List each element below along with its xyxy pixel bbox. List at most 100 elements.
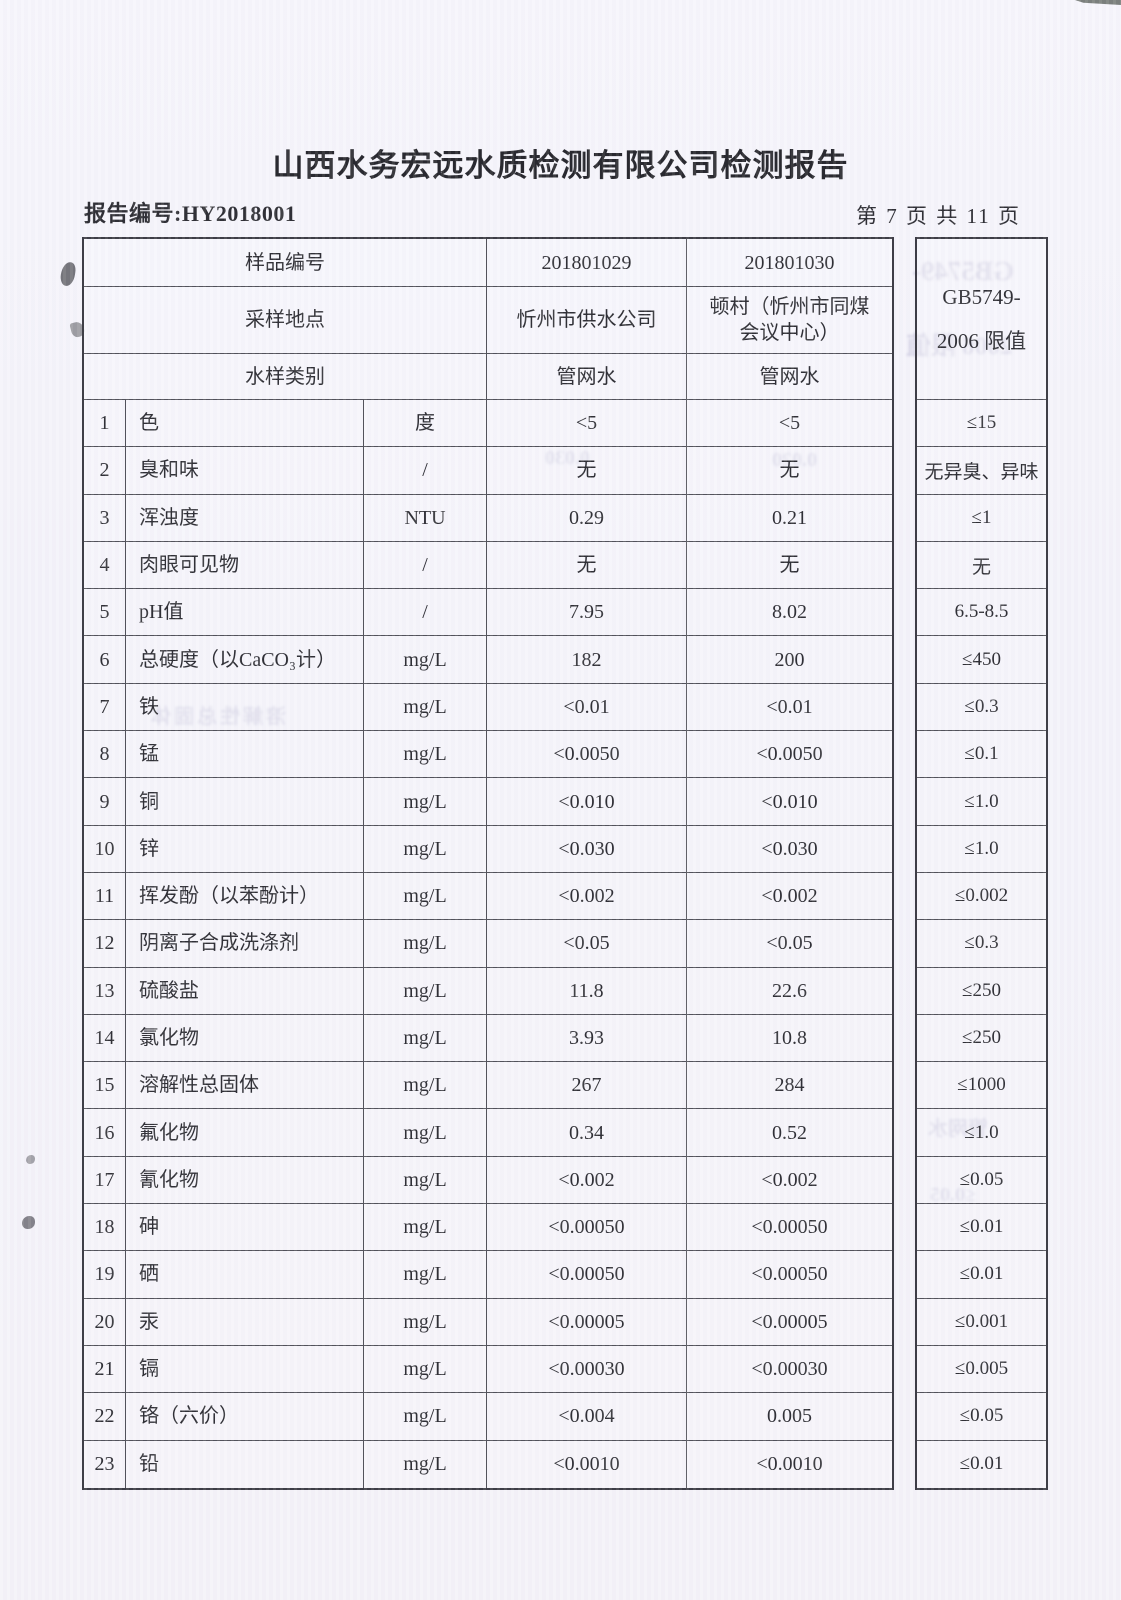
sample1-value: 无: [487, 541, 687, 590]
unit: 度: [364, 400, 487, 448]
row-number: 23: [84, 1440, 126, 1488]
sample2-value: 0.005: [687, 1393, 892, 1441]
sample1-value: <0.01: [487, 683, 687, 732]
sample2-value: <0.002: [687, 1157, 892, 1205]
sample1-value: 0.34: [487, 1109, 687, 1157]
unit: /: [364, 541, 487, 590]
sample1-value: 7.95: [487, 589, 687, 637]
report-title: 山西水务宏远水质检测有限公司检测报告: [272, 148, 849, 183]
row-number: 3: [84, 494, 126, 542]
sample1-value: 3.93: [487, 1014, 687, 1063]
parameter-name: 硒: [126, 1251, 364, 1299]
limit-value: ≤1000: [917, 1062, 1046, 1110]
unit: mg/L: [364, 920, 487, 968]
unit: mg/L: [364, 967, 487, 1015]
results-table-main: 样品编号 201801029 201801030 采样地点 忻州市供水公司 顿村…: [82, 237, 894, 1490]
sample2-value: <0.002: [687, 873, 892, 921]
sample2-value: <0.0010: [756, 1453, 823, 1476]
sample1-value: <0.00050: [487, 1204, 687, 1252]
row-number: 19: [84, 1251, 126, 1299]
limit-value: ≤450: [917, 636, 1046, 684]
unit: /: [364, 589, 487, 637]
sample1-value: <0.002: [487, 872, 687, 921]
sample1-value: <0.010: [487, 778, 687, 826]
sample2-value: 0.21: [687, 495, 892, 542]
sample2-value: 200: [687, 636, 892, 684]
unit: mg/L: [364, 1109, 487, 1157]
header-sample-id-label: 样品编号: [84, 239, 487, 287]
header-sample-id-2: 201801030: [687, 239, 892, 287]
parameter-name: 铬（六价）: [126, 1393, 364, 1441]
sample2-value: <0.00050: [687, 1251, 892, 1299]
unit: /: [364, 447, 487, 495]
header-type-label: 水样类别: [84, 354, 487, 400]
limit-value: ≤0.1: [917, 731, 1046, 779]
unit: mg/L: [364, 1251, 487, 1299]
sample2-value: 22.6: [687, 968, 892, 1015]
limit-column-header: GB5749- 2006 限值: [917, 239, 1046, 400]
limit-value: ≤250: [917, 1015, 1046, 1063]
limit-value: ≤0.05: [917, 1157, 1046, 1205]
sample2-value: 8.02: [687, 589, 892, 637]
row-number: 10: [84, 825, 126, 873]
limit-value: ≤0.3: [917, 920, 1046, 968]
row-number: 11: [84, 872, 126, 921]
header-location-label: 采样地点: [84, 287, 487, 354]
parameter-name: 锌: [126, 825, 364, 873]
parameter-name: 溶解性总固体: [126, 1062, 364, 1110]
header-type-2: 管网水: [687, 354, 892, 400]
sample2-value: <0.0050: [687, 731, 892, 779]
limit-value: ≤0.01: [917, 1204, 1046, 1252]
sample2-value: 无: [687, 542, 892, 590]
sample1-value: <0.00050: [487, 1251, 687, 1299]
unit: mg/L: [364, 731, 487, 779]
parameter-name: 氰化物: [126, 1156, 364, 1205]
row-number: 17: [84, 1156, 126, 1205]
limit-value: ≤1: [917, 495, 1046, 542]
parameter-name: 肉眼可见物: [126, 541, 364, 590]
limit-value: ≤0.05: [917, 1393, 1046, 1441]
limit-value: ≤0.005: [917, 1346, 1046, 1394]
parameter-name: 砷: [126, 1204, 364, 1252]
row-number: 9: [84, 778, 126, 826]
row-number: 18: [84, 1204, 126, 1252]
sample2-value: <0.01: [687, 684, 892, 732]
report-number: 报告编号:HY2018001: [84, 201, 297, 226]
unit: mg/L: [364, 1204, 487, 1252]
sample2-value: 0.52: [687, 1109, 892, 1157]
sample1-value: <5: [487, 400, 687, 448]
row-number: 4: [84, 541, 126, 590]
scanner-edge-artifact: [1075, 0, 1121, 5]
parameter-name: pH值: [126, 589, 364, 637]
limit-value: ≤1.0: [917, 826, 1046, 873]
row-number: 16: [84, 1109, 126, 1157]
sample1-value: <0.0050: [487, 731, 687, 779]
limit-value: ≤1.0: [917, 1109, 1046, 1157]
sample2-value: <0.00050: [687, 1204, 892, 1252]
limit-value: 6.5-8.5: [917, 589, 1046, 637]
sample2-value: <0.010: [687, 778, 892, 826]
unit: mg/L: [364, 1014, 487, 1063]
row-number: 13: [84, 967, 126, 1015]
unit: mg/L: [364, 683, 487, 732]
sample1-value: <0.0010: [487, 1440, 687, 1488]
limit-value: ≤0.01: [917, 1251, 1046, 1299]
row-number: 8: [84, 731, 126, 779]
parameter-name: 铁: [126, 683, 364, 732]
parameter-name: 色: [126, 400, 364, 448]
limit-value: ≤1.0: [917, 778, 1046, 826]
unit: mg/L: [364, 872, 487, 921]
page-indicator: 第 7 页 共 11 页: [856, 204, 1021, 228]
sample1-value: 无: [487, 447, 687, 495]
sample1-value: <0.004: [487, 1393, 687, 1441]
row-number: 7: [84, 683, 126, 732]
parameter-name: 铜: [126, 778, 364, 826]
sample1-value: <0.030: [487, 825, 687, 873]
parameter-name: 铅: [126, 1440, 364, 1488]
parameter-name: 镉: [126, 1345, 364, 1394]
parameter-name: 挥发酚（以苯酚计）: [126, 872, 364, 921]
sample2-value: 无: [687, 447, 892, 495]
unit: NTU: [364, 494, 487, 542]
sample2-value: <0.00005: [687, 1299, 892, 1346]
parameter-name: 臭和味: [126, 447, 364, 495]
